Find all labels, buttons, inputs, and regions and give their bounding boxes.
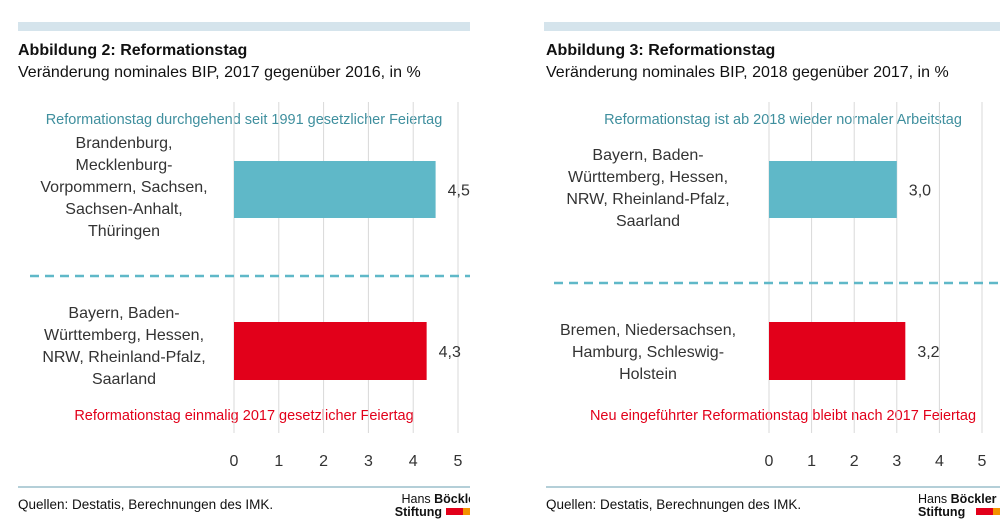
x-tick-label-1: 1: [807, 453, 816, 470]
title-strip: [18, 22, 470, 31]
logo-stiftung: Stiftung: [918, 505, 965, 519]
bar-1: [234, 322, 427, 380]
x-tick-label-3: 3: [364, 453, 373, 470]
logo-text-line1: Hans Böckler: [401, 492, 470, 506]
category-label-line: Thüringen: [88, 223, 160, 240]
category-label-line: Mecklenburg-: [76, 157, 173, 174]
bar-value-label-0: 3,0: [909, 183, 931, 200]
note-top: Reformationstag ist ab 2018 wieder norma…: [604, 112, 962, 128]
logo-text-line1: Hans Böckler: [918, 492, 997, 506]
figure-subtitle: Veränderung nominales BIP, 2018 gegenübe…: [546, 64, 949, 81]
figure-panel-right: Abbildung 3: Reformationstag Veränderung…: [540, 0, 1000, 523]
category-label-line: Saarland: [92, 371, 156, 388]
bar-value-label-1: 4,3: [439, 344, 461, 361]
category-label-line: Saarland: [616, 213, 680, 230]
category-label-1: Bremen, Niedersachsen, Hamburg, Schleswig…: [560, 322, 736, 383]
x-tick-label-2: 2: [319, 453, 328, 470]
x-tick-label-1: 1: [274, 453, 283, 470]
logo-mark: [446, 508, 470, 515]
category-label-line: Württemberg, Hessen,: [44, 327, 204, 344]
note-bottom: Neu eingeführter Reformationstag bleibt …: [590, 408, 976, 424]
category-label-1: Bayern, Baden- Württemberg, Hessen, NRW, R…: [42, 305, 205, 388]
note-bottom: Reformationstag einmalig 2017 gesetzlich…: [74, 408, 413, 424]
bar-value-label-0: 4,5: [448, 183, 470, 200]
category-label-line: Bayern, Baden-: [592, 147, 703, 164]
category-label-line: Bremen, Niedersachsen,: [560, 322, 736, 339]
source-note: Quellen: Destatis, Berechnungen des IMK.: [18, 497, 273, 512]
x-tick-label-0: 0: [230, 453, 239, 470]
category-label-line: Bayern, Baden-: [68, 305, 179, 322]
x-tick-label-4: 4: [409, 453, 418, 470]
logo-boeckler: Böckler: [951, 492, 997, 506]
chart-right: Abbildung 3: Reformationstag Veränderung…: [544, 22, 1000, 519]
figure-subtitle: Veränderung nominales BIP, 2017 gegenübe…: [18, 64, 421, 81]
logo-mark: [976, 508, 1000, 515]
bar-1: [769, 322, 906, 380]
category-label-line: NRW, Rheinland-Pfalz,: [42, 349, 205, 366]
bar-0: [769, 161, 897, 218]
logo-hans: Hans: [401, 492, 434, 506]
bar-value-label-1: 3,2: [917, 344, 939, 361]
category-label-line: Brandenburg,: [76, 135, 173, 152]
logo-stiftung: Stiftung: [395, 505, 442, 519]
category-label-line: Sachsen-Anhalt,: [65, 201, 182, 218]
category-label-0: Brandenburg, Mecklenburg- Vorpommern, Sach…: [40, 135, 207, 240]
chart-left: Abbildung 2: Reformationstag Veränderung…: [18, 22, 470, 519]
x-tick-label-3: 3: [892, 453, 901, 470]
x-tick-label-5: 5: [454, 453, 463, 470]
category-label-line: NRW, Rheinland-Pfalz,: [566, 191, 729, 208]
figure-title: Abbildung 2: Reformationstag: [18, 42, 247, 59]
category-label-line: Württemberg, Hessen,: [568, 169, 728, 186]
x-tick-label-5: 5: [978, 453, 987, 470]
title-strip: [544, 22, 1000, 31]
category-label-line: Hamburg, Schleswig-: [572, 344, 724, 361]
category-label-0: Bayern, Baden- Württemberg, Hessen, NRW, R…: [566, 147, 729, 230]
note-top: Reformationstag durchgehend seit 1991 ge…: [46, 112, 443, 128]
logo-hans: Hans: [918, 492, 951, 506]
figure-panel-left: Abbildung 2: Reformationstag Veränderung…: [0, 0, 470, 523]
source-note: Quellen: Destatis, Berechnungen des IMK.: [546, 497, 801, 512]
logo-boeckler: Böckler: [434, 492, 470, 506]
category-label-line: Holstein: [619, 366, 677, 383]
figure-title: Abbildung 3: Reformationstag: [546, 42, 775, 59]
x-tick-label-0: 0: [765, 453, 774, 470]
bar-0: [234, 161, 436, 218]
x-tick-label-4: 4: [935, 453, 944, 470]
category-label-line: Vorpommern, Sachsen,: [40, 179, 207, 196]
x-tick-label-2: 2: [850, 453, 859, 470]
